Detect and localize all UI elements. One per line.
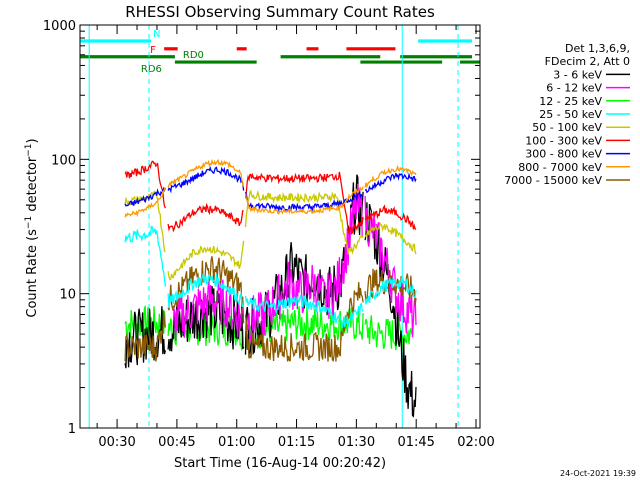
series-line-800-7000-kev-0: [124, 187, 166, 218]
legend-label-50-100-kev: 50 - 100 keV: [532, 121, 602, 134]
series-line-800-7000-kev-2: [244, 186, 364, 215]
series-line-50-100-kev-0: [124, 190, 166, 253]
y-tick-label-10: 10: [59, 288, 76, 303]
series-line-800-7000-kev-1: [167, 158, 245, 188]
series-line-100-300-kev-0: [124, 160, 166, 209]
series-line-6-12-kev-2: [245, 183, 364, 342]
series-line-100-300-kev-1: [167, 202, 244, 233]
flag-label-rd6: RD6: [141, 64, 162, 75]
series-line-50-100-kev-3: [364, 221, 417, 255]
legend-label-6-12-kev: 6 - 12 keV: [546, 82, 602, 95]
timestamp: 24-Oct-2021 19:39: [560, 469, 636, 478]
y-tick-label-1000: 1000: [43, 19, 76, 34]
x-tick-label-0145: 01:45: [397, 435, 434, 450]
legend-header-0: Det 1,3,6,9,: [565, 42, 630, 55]
legend-label-12-25-kev: 12 - 25 keV: [539, 95, 602, 108]
series-line-300-800-kev-3: [364, 172, 417, 194]
legend-label-300-800-kev: 300 - 800 keV: [525, 148, 602, 161]
legend-label-3-6-kev: 3 - 6 keV: [553, 68, 602, 81]
flag-label-n: N: [153, 29, 160, 40]
x-tick-label-0100: 01:00: [218, 435, 255, 450]
x-tick-label-0200: 02:00: [457, 435, 494, 450]
legend-label-7000-15000-kev: 7000 - 15000 keV: [504, 174, 602, 187]
legend-label-25-50-kev: 25 - 50 keV: [539, 108, 602, 121]
series-line-50-100-kev-2: [244, 189, 364, 255]
flag-label-f: F: [150, 45, 156, 56]
x-tick-label-0030: 00:30: [98, 435, 135, 450]
series-line-300-800-kev-1: [167, 165, 245, 194]
legend-label-800-7000-kev: 800 - 7000 keV: [518, 161, 602, 174]
series-line-800-7000-kev-3: [364, 164, 417, 189]
series-line-100-300-kev-3: [364, 204, 417, 231]
series-line-300-800-kev-0: [124, 186, 167, 207]
legend-label-100-300-kev: 100 - 300 keV: [525, 134, 602, 147]
y-tick-label-100: 100: [51, 153, 76, 168]
series-line-7000-15000-kev-2: [244, 282, 364, 363]
series-line-7000-15000-kev-3: [364, 268, 417, 306]
series-line-7000-15000-kev-0: [124, 310, 167, 362]
x-axis-label: Start Time (16-Aug-14 00:20:42): [174, 456, 386, 471]
series-line-300-800-kev-2: [244, 189, 364, 213]
series-line-50-100-kev-1: [167, 240, 245, 281]
plot-area: [80, 25, 480, 428]
series-line-25-50-kev-3: [364, 274, 417, 305]
flag-label-rd0: RD0: [183, 50, 204, 61]
series-line-25-50-kev-1: [167, 272, 244, 309]
legend-header-1: FDecim 2, Att 0: [545, 55, 630, 68]
y-tick-label-1: 1: [68, 422, 76, 437]
series-line-6-12-kev-1: [172, 279, 244, 341]
chart-title: RHESSI Observing Summary Count Rates: [125, 3, 435, 21]
series-line-12-25-kev-0: [124, 304, 167, 340]
x-tick-label-0130: 01:30: [338, 435, 375, 450]
series-line-25-50-kev-2: [244, 294, 364, 329]
y-axis-label: Count Rate (s−1 detector−1): [24, 138, 40, 317]
x-tick-label-0115: 01:15: [278, 435, 315, 450]
x-tick-label-0045: 00:45: [158, 435, 195, 450]
series-line-100-300-kev-2: [244, 171, 364, 236]
series-line-25-50-kev-0: [124, 225, 167, 287]
plot-frame: [79, 24, 481, 429]
